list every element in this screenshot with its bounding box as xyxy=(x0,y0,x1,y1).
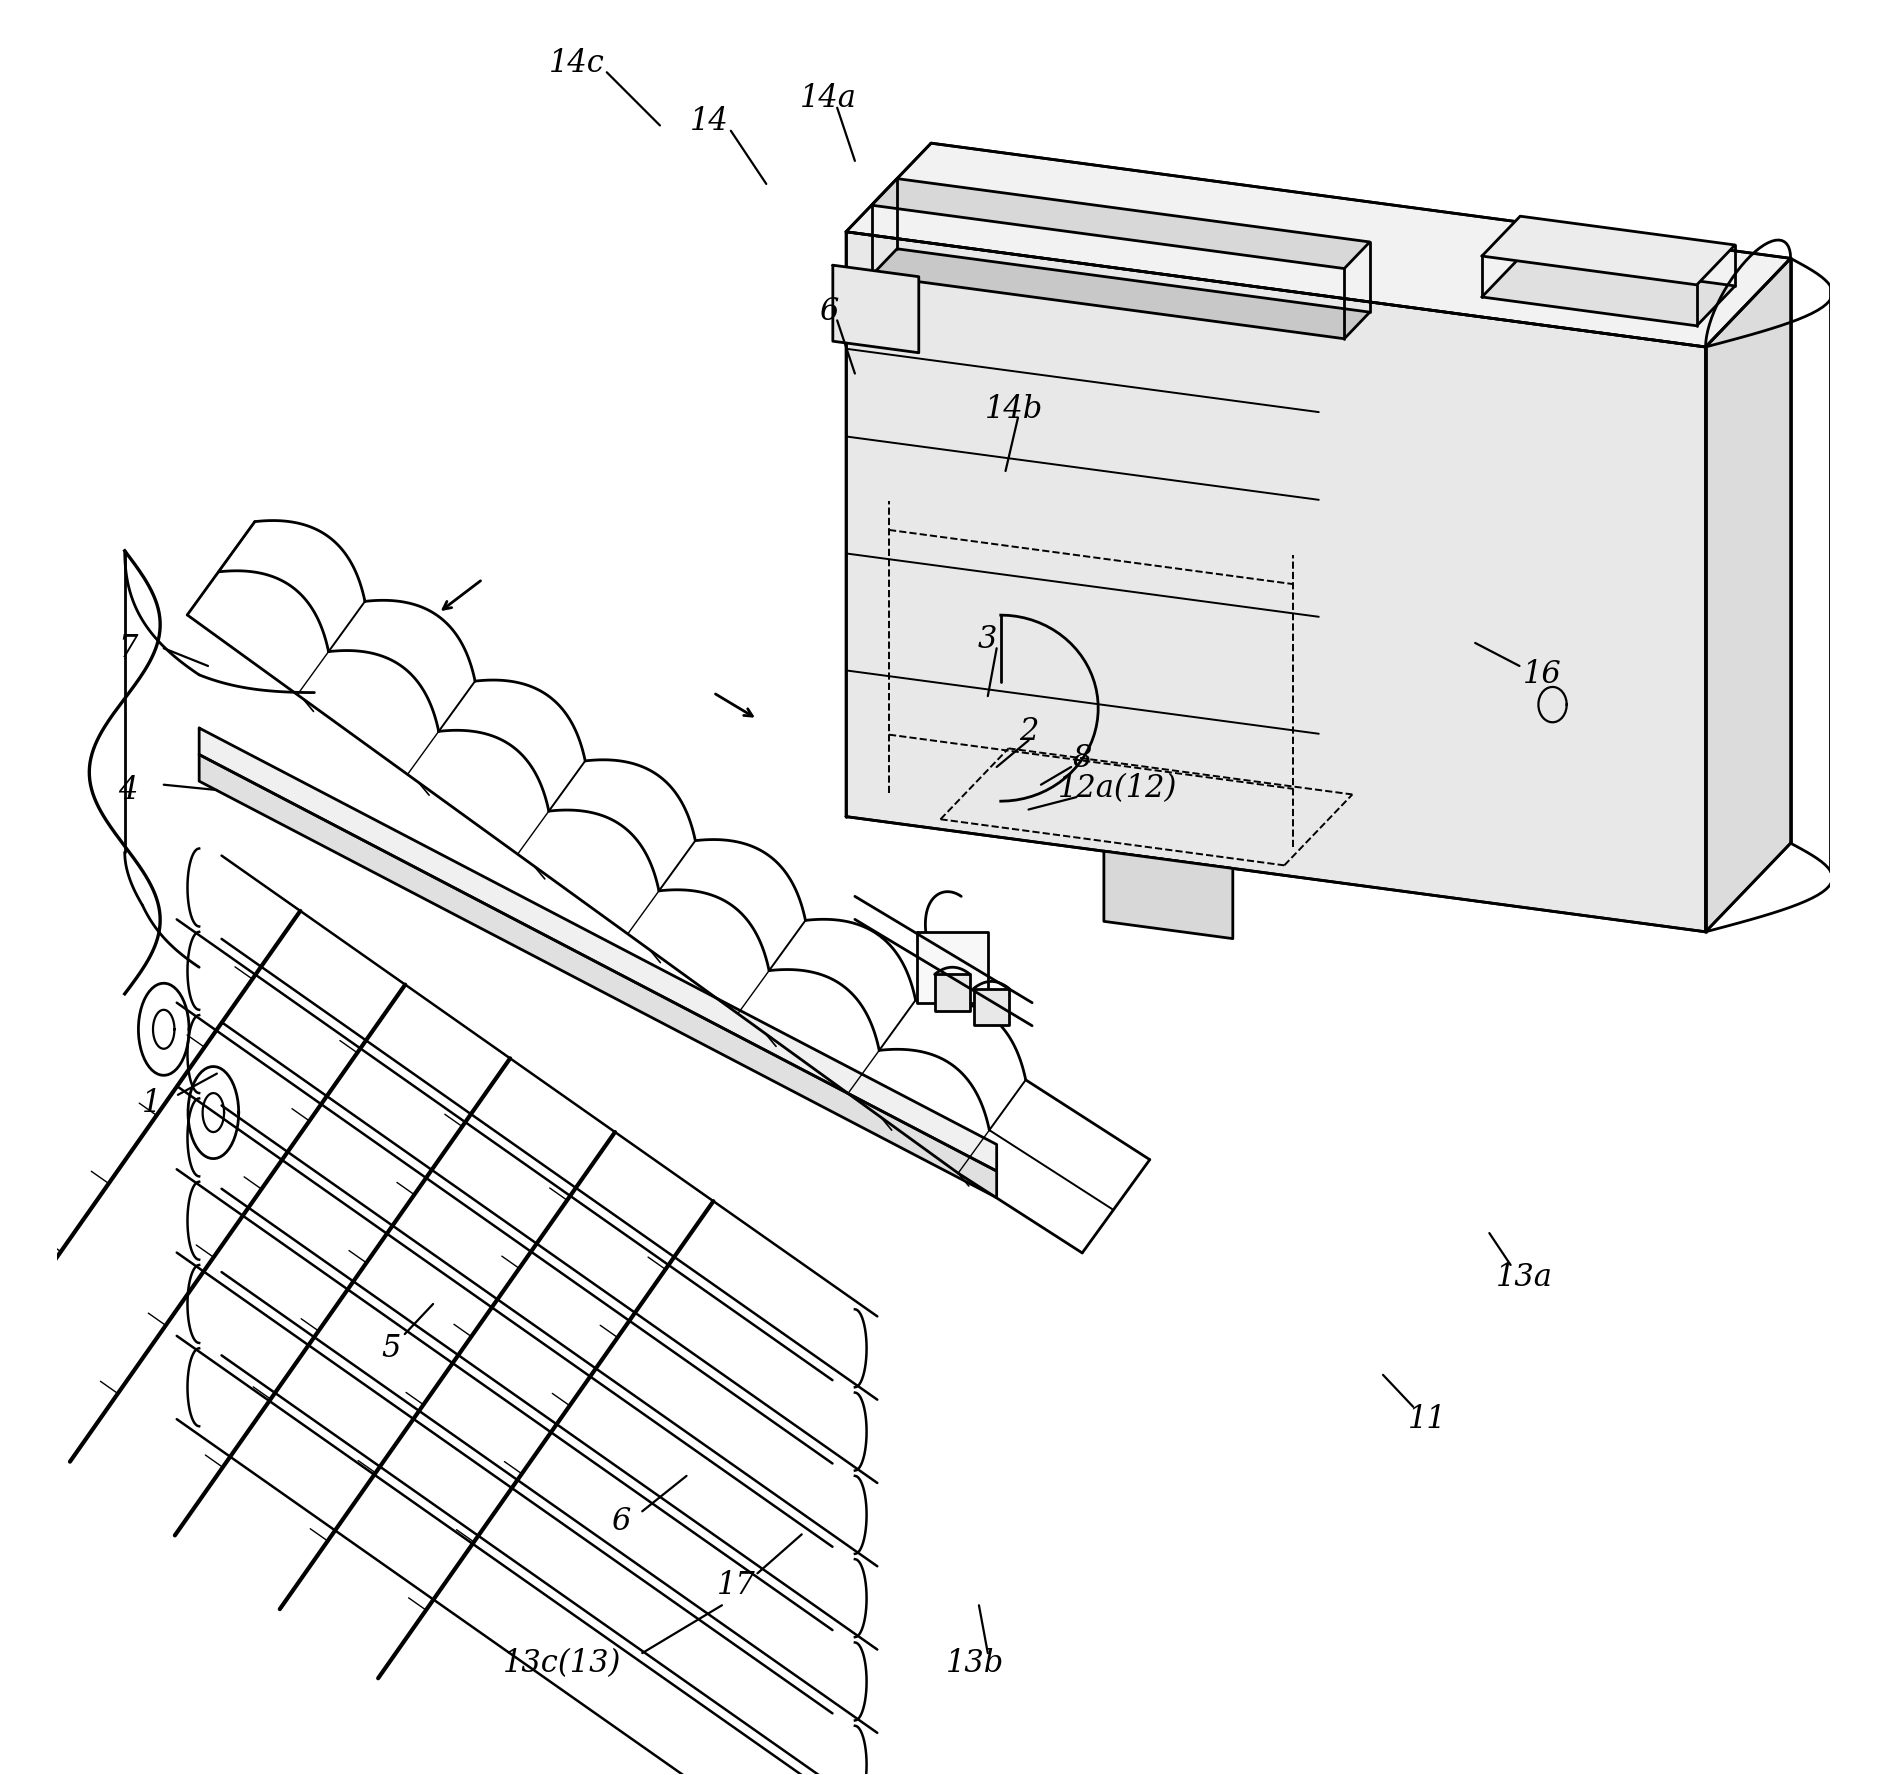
Polygon shape xyxy=(1104,852,1232,939)
Polygon shape xyxy=(200,754,996,1198)
Polygon shape xyxy=(934,974,970,1012)
Text: 13a: 13a xyxy=(1496,1262,1553,1292)
Polygon shape xyxy=(832,264,919,353)
Text: 14b: 14b xyxy=(985,394,1044,424)
Polygon shape xyxy=(845,144,1791,346)
Text: 5: 5 xyxy=(381,1333,400,1363)
Text: 8: 8 xyxy=(1072,742,1091,774)
Text: 14: 14 xyxy=(691,106,728,137)
Polygon shape xyxy=(872,249,1370,339)
Text: 14a: 14a xyxy=(800,83,857,114)
Polygon shape xyxy=(1481,217,1734,284)
Text: 13b: 13b xyxy=(945,1649,1004,1679)
Polygon shape xyxy=(917,932,987,1003)
Polygon shape xyxy=(845,233,1706,932)
Text: 4: 4 xyxy=(119,774,138,806)
Text: 3: 3 xyxy=(977,623,998,655)
Text: 12a(12): 12a(12) xyxy=(1057,772,1177,804)
Text: 2: 2 xyxy=(1019,715,1038,747)
Text: 14c: 14c xyxy=(549,48,604,78)
Text: 11: 11 xyxy=(1408,1404,1447,1434)
Text: 6: 6 xyxy=(819,296,838,327)
Polygon shape xyxy=(200,728,996,1172)
Polygon shape xyxy=(872,179,1370,268)
Polygon shape xyxy=(1481,257,1734,327)
Text: 17: 17 xyxy=(717,1571,755,1601)
Polygon shape xyxy=(974,989,1010,1026)
Text: 1: 1 xyxy=(142,1088,160,1120)
Text: 16: 16 xyxy=(1523,659,1562,690)
Text: 6: 6 xyxy=(611,1507,630,1537)
Text: 7: 7 xyxy=(119,632,138,664)
Text: 13c(13): 13c(13) xyxy=(504,1649,621,1679)
Polygon shape xyxy=(1706,259,1791,932)
